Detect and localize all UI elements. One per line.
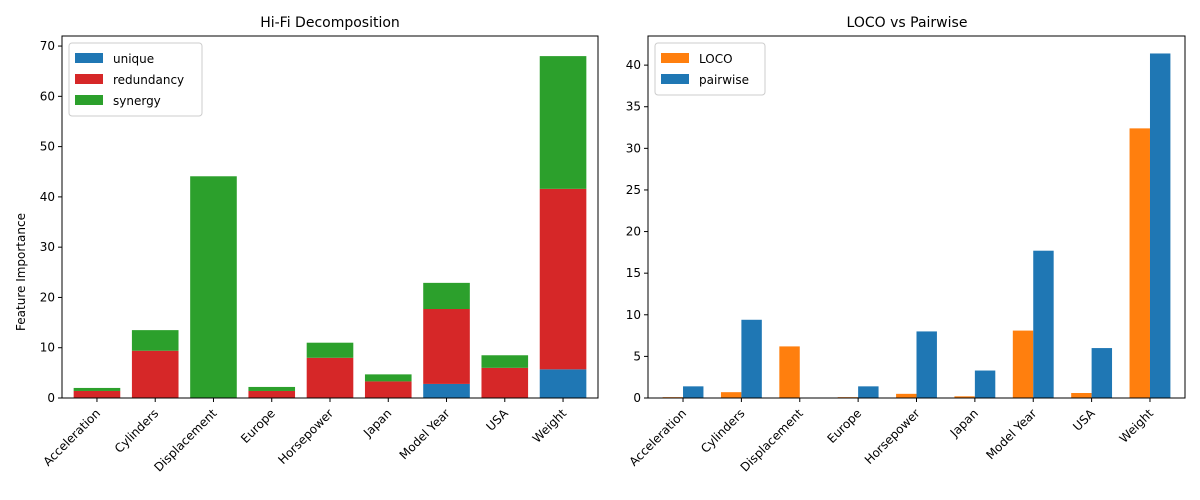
y-tick-label: 25 — [626, 183, 641, 197]
bar-redundancy — [73, 390, 121, 398]
bar-synergy — [190, 176, 237, 398]
legend-label-LOCO: LOCO — [699, 52, 733, 66]
bar-LOCO — [779, 346, 800, 398]
bar-LOCO — [1129, 128, 1150, 398]
bar-pairwise — [741, 319, 762, 398]
legend-swatch-pairwise — [661, 74, 689, 84]
bar-redundancy — [364, 381, 412, 398]
legend-swatch-synergy — [75, 95, 103, 105]
y-tick-label: 15 — [626, 266, 641, 280]
y-tick-label: 20 — [626, 225, 641, 239]
legend-label-redundancy: redundancy — [113, 73, 184, 87]
bar-pairwise — [974, 370, 996, 398]
bar-synergy — [248, 386, 296, 391]
legend-swatch-LOCO — [661, 53, 689, 63]
y-tick-label: 35 — [626, 100, 641, 114]
chart-title: Hi-Fi Decomposition — [260, 15, 400, 31]
bar-synergy — [306, 342, 354, 358]
bar-unique — [423, 383, 470, 398]
legend-swatch-redundancy — [75, 74, 103, 84]
bar-pairwise — [1091, 348, 1113, 398]
bar-redundancy — [481, 367, 529, 398]
legend-box — [654, 42, 766, 96]
bar-synergy — [73, 387, 121, 391]
bar-LOCO — [896, 393, 917, 398]
y-tick-label: 50 — [40, 140, 55, 154]
bar-synergy — [481, 355, 529, 368]
y-tick-label: 10 — [40, 341, 55, 355]
y-tick-label: 10 — [626, 308, 641, 322]
bar-unique — [539, 369, 587, 398]
bar-redundancy — [423, 309, 470, 384]
legend-label-unique: unique — [113, 52, 154, 66]
bar-synergy — [364, 374, 412, 382]
bar-redundancy — [131, 350, 179, 398]
y-tick-label: 30 — [40, 240, 55, 254]
y-tick-label: 0 — [47, 391, 55, 405]
y-tick-label: 40 — [626, 58, 641, 72]
bar-redundancy — [248, 390, 296, 398]
y-tick-label: 40 — [40, 190, 55, 204]
bar-pairwise — [683, 386, 704, 398]
bar-synergy — [539, 56, 587, 189]
bar-redundancy — [539, 188, 587, 370]
bar-LOCO — [1071, 393, 1092, 398]
bar-LOCO — [720, 392, 742, 398]
bar-redundancy — [306, 357, 354, 398]
bar-synergy — [131, 330, 179, 351]
legend-label-synergy: synergy — [113, 94, 161, 108]
legend: unique redundancy synergy — [68, 42, 203, 117]
bar-LOCO — [1012, 330, 1034, 398]
bar-pairwise — [858, 386, 879, 398]
y-tick-label: 20 — [40, 290, 55, 304]
y-tick-label: 0 — [633, 391, 641, 405]
legend-label-pairwise: pairwise — [699, 73, 749, 87]
legend: LOCO pairwise — [654, 42, 766, 96]
y-tick-label: 60 — [40, 89, 55, 103]
bar-pairwise — [916, 331, 937, 398]
y-tick-label: 70 — [40, 39, 55, 53]
bar-LOCO — [954, 396, 975, 398]
chart-title: LOCO vs Pairwise — [847, 15, 968, 31]
legend-swatch-unique — [75, 53, 103, 63]
bar-pairwise — [1149, 53, 1171, 398]
y-tick-label: 5 — [633, 349, 641, 363]
bar-pairwise — [1033, 250, 1054, 398]
y-axis-label: Feature Importance — [14, 213, 28, 331]
bar-synergy — [423, 282, 470, 310]
y-tick-label: 30 — [626, 141, 641, 155]
